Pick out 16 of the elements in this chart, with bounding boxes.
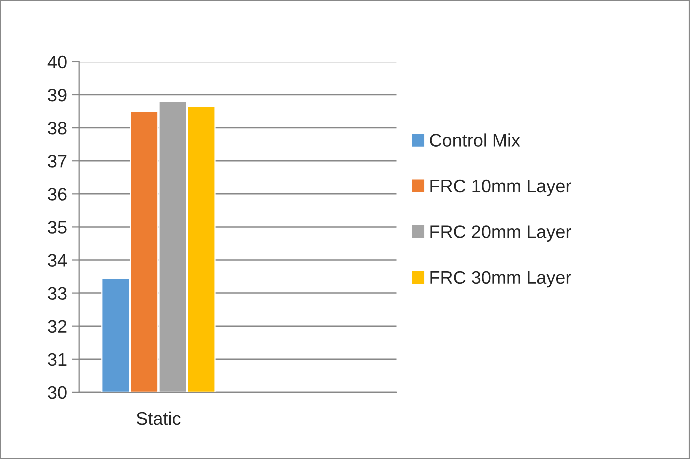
y-tick-label: 36 — [48, 188, 67, 201]
legend-label: Control Mix — [430, 134, 520, 147]
y-tick-label: 38 — [48, 122, 67, 135]
y-tick-label: 37 — [48, 155, 67, 168]
legend-label: FRC 30mm Layer — [430, 271, 572, 288]
y-tick-label: 39 — [48, 88, 67, 102]
y-tick-label: 40 — [48, 56, 67, 69]
x-tick-label: Static — [136, 412, 181, 426]
y-tick-label: 35 — [48, 221, 67, 234]
y-tick-label: 30 — [48, 386, 67, 400]
legend-label: FRC 10mm Layer — [430, 180, 572, 196]
y-tick-label: 31 — [48, 353, 67, 366]
legend-label: FRC 20mm Layer — [430, 226, 572, 242]
y-tick-label: 32 — [48, 320, 67, 334]
y-tick-label: 34 — [48, 254, 68, 267]
y-tick-label: 33 — [48, 287, 67, 300]
